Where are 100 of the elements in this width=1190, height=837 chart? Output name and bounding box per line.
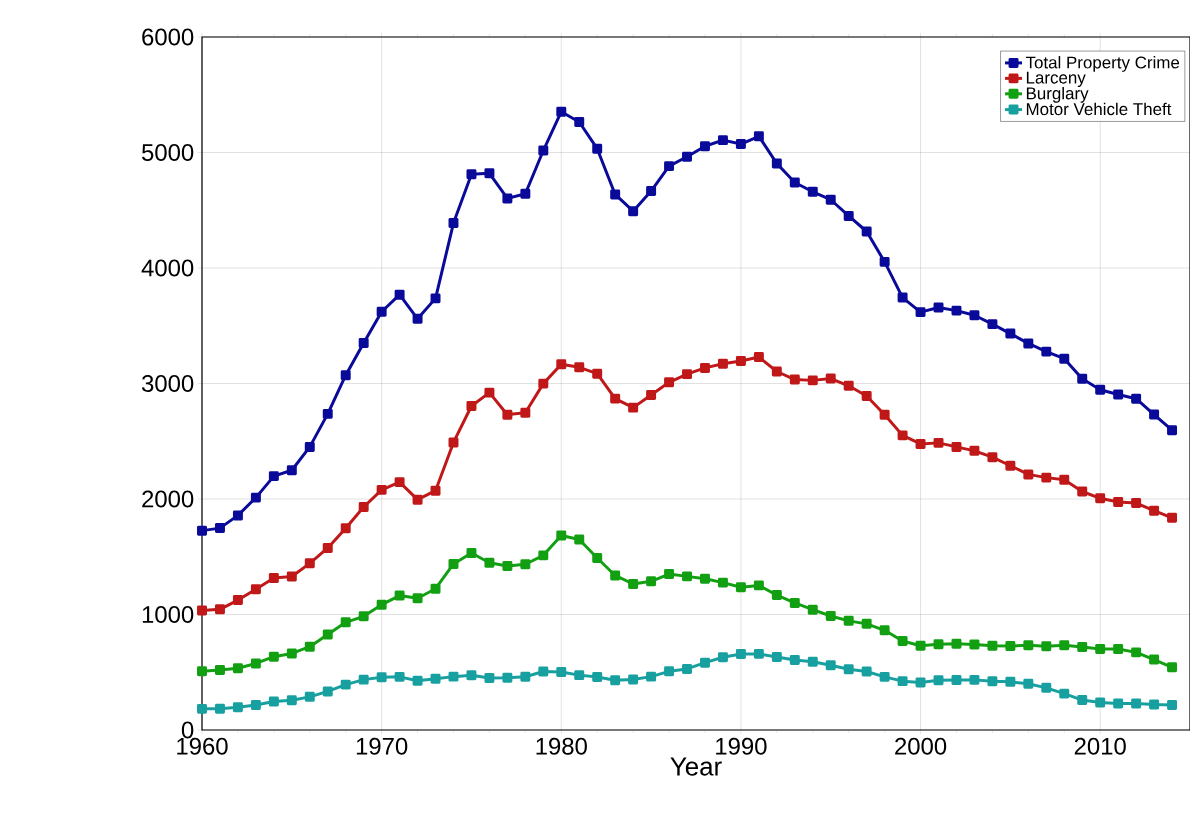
y-tick-label: 2000 <box>142 490 194 508</box>
point <box>682 663 693 674</box>
point <box>448 437 459 448</box>
point <box>628 674 639 685</box>
point <box>915 640 926 651</box>
point <box>987 452 998 463</box>
point <box>807 375 818 386</box>
point <box>286 571 297 582</box>
point <box>448 671 459 682</box>
point <box>717 577 728 588</box>
point <box>520 407 531 418</box>
point <box>214 604 225 615</box>
point <box>1095 644 1106 655</box>
point <box>502 193 513 204</box>
point <box>771 158 782 169</box>
y-tick-label: 1000 <box>142 606 194 623</box>
point <box>843 380 854 391</box>
point <box>268 696 279 707</box>
point <box>376 599 387 610</box>
point <box>574 670 585 681</box>
point <box>610 189 621 200</box>
point <box>376 672 387 683</box>
point <box>771 590 782 601</box>
point <box>322 629 333 640</box>
point <box>448 558 459 569</box>
y-tick-label: 5000 <box>142 144 194 161</box>
point <box>197 666 207 677</box>
point <box>556 106 567 117</box>
point <box>1077 695 1088 706</box>
point <box>376 306 387 317</box>
point <box>1149 699 1160 710</box>
point <box>807 656 818 667</box>
point <box>897 676 908 687</box>
point <box>1113 644 1124 655</box>
point <box>556 359 567 370</box>
point <box>628 206 639 217</box>
point <box>1059 688 1070 699</box>
point <box>1023 338 1034 349</box>
point <box>520 188 531 199</box>
point <box>412 494 423 505</box>
point <box>700 362 710 373</box>
point <box>915 677 926 688</box>
point <box>735 582 746 593</box>
point <box>843 664 854 675</box>
point <box>646 389 657 400</box>
point <box>322 408 333 419</box>
point <box>430 673 441 684</box>
point <box>197 605 207 616</box>
x-tick-label: 2000 <box>895 737 947 755</box>
point <box>250 492 261 503</box>
point <box>574 534 585 545</box>
point <box>322 542 333 553</box>
point <box>1005 460 1016 471</box>
legend-label: Larceny <box>1026 71 1086 87</box>
point <box>861 226 872 237</box>
point <box>268 651 279 662</box>
point <box>843 615 854 626</box>
point <box>682 571 693 582</box>
point <box>735 355 746 366</box>
point <box>232 510 243 521</box>
point <box>771 652 782 662</box>
point <box>520 671 531 682</box>
point <box>394 477 405 488</box>
point <box>987 676 998 687</box>
y-tick-label: 0 <box>181 721 194 739</box>
point <box>1167 512 1178 523</box>
x-tick-label: 1990 <box>716 737 767 755</box>
point <box>987 640 998 651</box>
point <box>466 169 477 180</box>
point <box>1149 409 1160 420</box>
point <box>502 409 513 420</box>
point <box>520 559 531 570</box>
point <box>304 641 315 652</box>
point <box>592 368 603 379</box>
point <box>861 390 872 401</box>
point <box>933 675 944 686</box>
point <box>610 570 621 581</box>
y-tick-label: 4000 <box>141 259 194 277</box>
point <box>322 686 333 697</box>
point <box>250 658 261 669</box>
point <box>358 501 369 512</box>
point <box>574 362 585 373</box>
point <box>1131 498 1142 509</box>
point <box>268 471 279 482</box>
point <box>538 666 549 677</box>
point <box>394 671 405 682</box>
point <box>197 525 207 536</box>
point <box>1041 346 1052 357</box>
point <box>1059 640 1070 651</box>
point <box>1023 469 1034 480</box>
point <box>430 583 441 594</box>
point <box>574 117 585 127</box>
point <box>771 366 782 377</box>
point <box>879 625 890 636</box>
point <box>807 604 818 615</box>
point <box>1023 678 1034 689</box>
point <box>430 293 441 304</box>
point <box>286 465 297 476</box>
point <box>1113 389 1124 400</box>
point <box>1077 486 1088 497</box>
